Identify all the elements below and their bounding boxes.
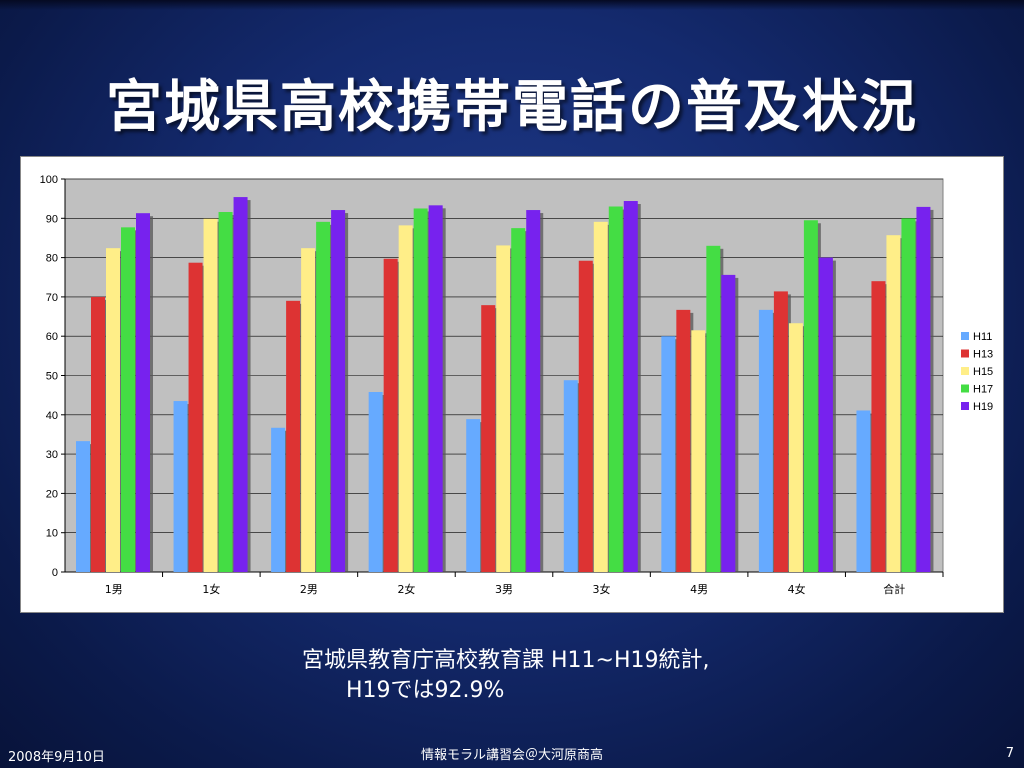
bar-h19 — [818, 257, 833, 572]
bar-h17 — [901, 218, 916, 573]
x-tick-label: 合計 — [883, 582, 905, 596]
x-tick-label: 3女 — [593, 582, 611, 596]
y-tick-label: 30 — [46, 449, 58, 461]
top-shadow-band — [0, 0, 1024, 10]
x-tick-label: 4男 — [690, 583, 708, 596]
bar-h11 — [758, 309, 773, 572]
legend-label: H11 — [973, 331, 992, 343]
bar-h19 — [233, 197, 248, 572]
legend-swatch — [961, 402, 969, 410]
x-tick-label: 3男 — [495, 583, 513, 596]
bar-h19 — [623, 201, 638, 572]
bar-h13 — [383, 258, 398, 572]
bar-h17 — [413, 208, 428, 572]
bar-h15 — [886, 235, 901, 572]
chart-panel: 0 10 20 30 40 50 60 70 80 90 100 1男 1女 2男 2女 3男 3女 4男 4女 合計… — [20, 156, 1004, 613]
bar-h17 — [511, 228, 526, 572]
bar-h11 — [661, 336, 676, 572]
legend-swatch — [961, 367, 969, 375]
bar-h17 — [121, 227, 135, 572]
bar-h15 — [398, 225, 413, 572]
slide-title: 宮城県高校携帯電話の普及状況 — [106, 75, 918, 140]
bar-h11 — [173, 401, 188, 572]
bar-h15 — [593, 221, 608, 572]
bar-h13 — [91, 296, 105, 572]
footer-date: 2008年9月10日 — [8, 750, 105, 765]
y-tick-label: 60 — [46, 331, 58, 343]
y-tick-label: 50 — [46, 371, 58, 383]
bar-h19 — [721, 274, 736, 572]
y-tick-label: 20 — [46, 488, 58, 500]
bar-h17 — [316, 221, 331, 572]
bar-h11 — [271, 427, 286, 572]
page-number: 7 — [1005, 746, 1014, 761]
bar-h15 — [496, 245, 511, 572]
caption-line-2: H19では92.9% — [346, 678, 505, 703]
bar-h19 — [526, 210, 541, 572]
y-tick-label: 80 — [46, 253, 58, 265]
bar-h17 — [218, 212, 233, 572]
bar-h11 — [466, 419, 481, 572]
bar-h13 — [871, 281, 886, 572]
bar-h15 — [301, 248, 316, 572]
bar-chart: 0 10 20 30 40 50 60 70 80 90 100 1男 1女 2男 2女 3男 3女 4男 4女 合計… — [40, 174, 994, 596]
bar-h13 — [676, 309, 691, 572]
bar-h19 — [136, 213, 150, 572]
y-tick-label: 70 — [46, 292, 58, 304]
bar-h11 — [76, 441, 90, 572]
footer-event: 情報モラル講習会＠大河原商高 — [420, 748, 603, 763]
legend-label: H17 — [973, 384, 993, 396]
legend-label: H15 — [973, 366, 993, 378]
y-tick-label: 0 — [52, 567, 58, 579]
bar-h15 — [106, 248, 120, 572]
x-tick-label: 4女 — [788, 582, 806, 596]
caption-line-1: 宮城県教育庁高校教育課 H11~H19統計, — [302, 648, 710, 673]
bar-h13 — [481, 305, 496, 572]
legend-swatch — [961, 384, 969, 393]
x-tick-label: 2女 — [397, 582, 415, 596]
bar-h15 — [788, 323, 803, 572]
x-tick-label: 1女 — [202, 582, 220, 596]
legend-label: H19 — [973, 401, 993, 413]
y-tick-label: 40 — [46, 410, 58, 422]
legend-label: H13 — [973, 349, 993, 361]
bar-h13 — [188, 262, 203, 572]
bar-h13 — [773, 291, 788, 572]
source-caption: 宮城県教育庁高校教育課 H11~H19統計, H19では92.9% — [302, 646, 710, 706]
bar-h15 — [691, 330, 706, 572]
bar-h17 — [706, 245, 721, 572]
x-tick-label: 2男 — [300, 583, 318, 596]
bar-h11 — [563, 380, 578, 572]
y-tick-label: 100 — [40, 174, 58, 186]
x-tick-label: 1男 — [105, 583, 123, 596]
bar-h17 — [608, 206, 623, 572]
bar-h19 — [331, 210, 346, 572]
bar-h11 — [856, 410, 871, 572]
y-tick-label: 10 — [46, 528, 58, 540]
bar-h13 — [286, 300, 301, 572]
bar-h11 — [368, 392, 383, 572]
bar-h19 — [428, 205, 443, 572]
legend-swatch — [961, 349, 969, 358]
bar-h19 — [916, 206, 931, 572]
y-tick-label: 90 — [46, 213, 58, 225]
legend-swatch — [961, 332, 969, 340]
bar-h17 — [803, 220, 818, 572]
bar-h13 — [578, 260, 593, 572]
bar-h15 — [203, 218, 218, 572]
